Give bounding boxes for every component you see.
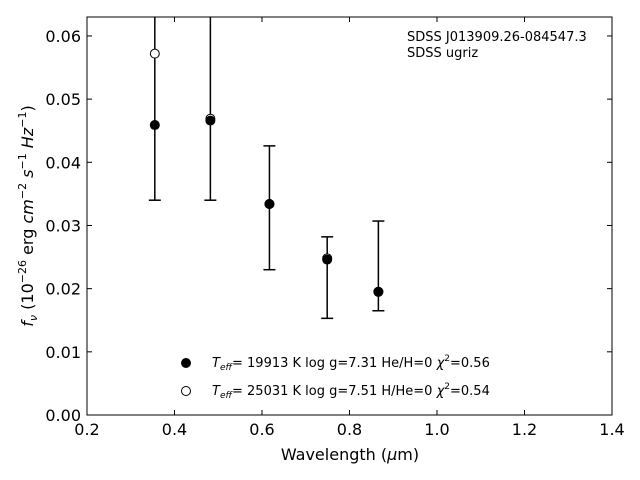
x-tick-label: 0.4 <box>162 420 187 439</box>
x-tick-label: 1.0 <box>424 420 449 439</box>
data-point-filled <box>322 254 333 265</box>
data-point-open <box>149 48 160 59</box>
x-axis-label: Wavelength (μm) <box>281 445 419 464</box>
x-tick-label: 1.2 <box>512 420 537 439</box>
x-tick-label: 0.8 <box>337 420 362 439</box>
data-point-filled <box>373 286 384 297</box>
x-tick-label: 1.4 <box>599 420 624 439</box>
plot-frame <box>86 16 613 416</box>
error-bars <box>148 17 385 320</box>
annotation-object-name: SDSS J013909.26-084547.3 <box>407 30 587 45</box>
data-points <box>149 48 384 297</box>
y-tick-label: 0.02 <box>45 280 81 299</box>
data-point-filled <box>149 120 160 131</box>
x-tick-label: 0.6 <box>249 420 274 439</box>
data-point-filled <box>264 198 275 209</box>
y-tick-label: 0.01 <box>45 343 81 362</box>
data-point-filled <box>205 115 216 126</box>
plot-area <box>87 17 612 415</box>
y-tick-label: 0.00 <box>45 406 81 425</box>
y-tick-label: 0.05 <box>45 90 81 109</box>
y-tick-label: 0.06 <box>45 27 81 46</box>
legend: Teff= 19913 K log g=7.31 He/H=0 χ2=0.56 … <box>181 354 490 401</box>
y-tick-label: 0.04 <box>45 153 81 172</box>
y-axis-ticks: 0.00 0.01 0.02 0.03 0.04 0.05 0.06 <box>45 27 612 425</box>
y-tick-label: 0.03 <box>45 216 81 235</box>
y-axis-label: fν (10−26 erg cm−2 s−1 Hz−1) <box>16 105 40 326</box>
legend-label-open: Teff= 25031 K log g=7.51 H/He=0 χ2=0.54 <box>212 382 490 401</box>
annotation-survey: SDSS ugriz <box>407 46 478 61</box>
legend-marker-open <box>181 386 191 396</box>
x-tick-label: 0.2 <box>74 420 99 439</box>
x-axis-ticks: 0.2 0.4 0.6 0.8 1.0 1.2 1.4 <box>74 17 625 439</box>
legend-label-filled: Teff= 19913 K log g=7.31 He/H=0 χ2=0.56 <box>212 354 490 373</box>
legend-marker-filled <box>181 358 191 368</box>
